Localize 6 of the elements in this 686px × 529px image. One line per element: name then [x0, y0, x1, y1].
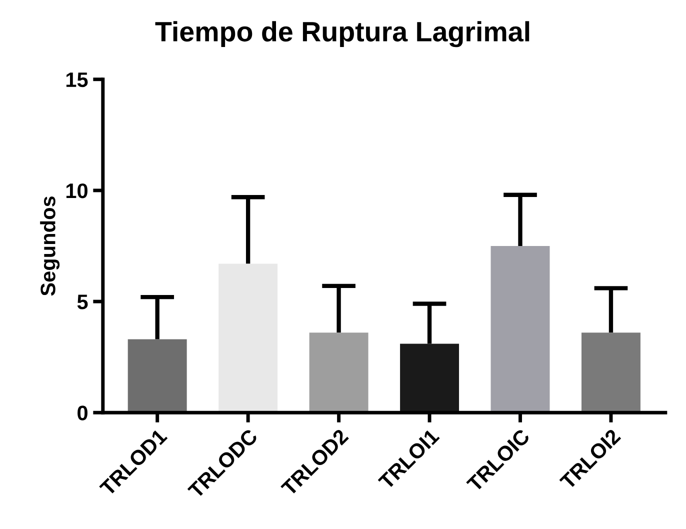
- chart-title: Tiempo de Ruptura Lagrimal: [155, 21, 530, 48]
- y-tick-label: 0: [78, 406, 88, 420]
- y-tick-label: 10: [66, 183, 88, 198]
- y-tick-label: 15: [66, 72, 88, 88]
- y-tick-label: 5: [77, 294, 88, 310]
- y-axis-title: Segundos: [40, 196, 60, 296]
